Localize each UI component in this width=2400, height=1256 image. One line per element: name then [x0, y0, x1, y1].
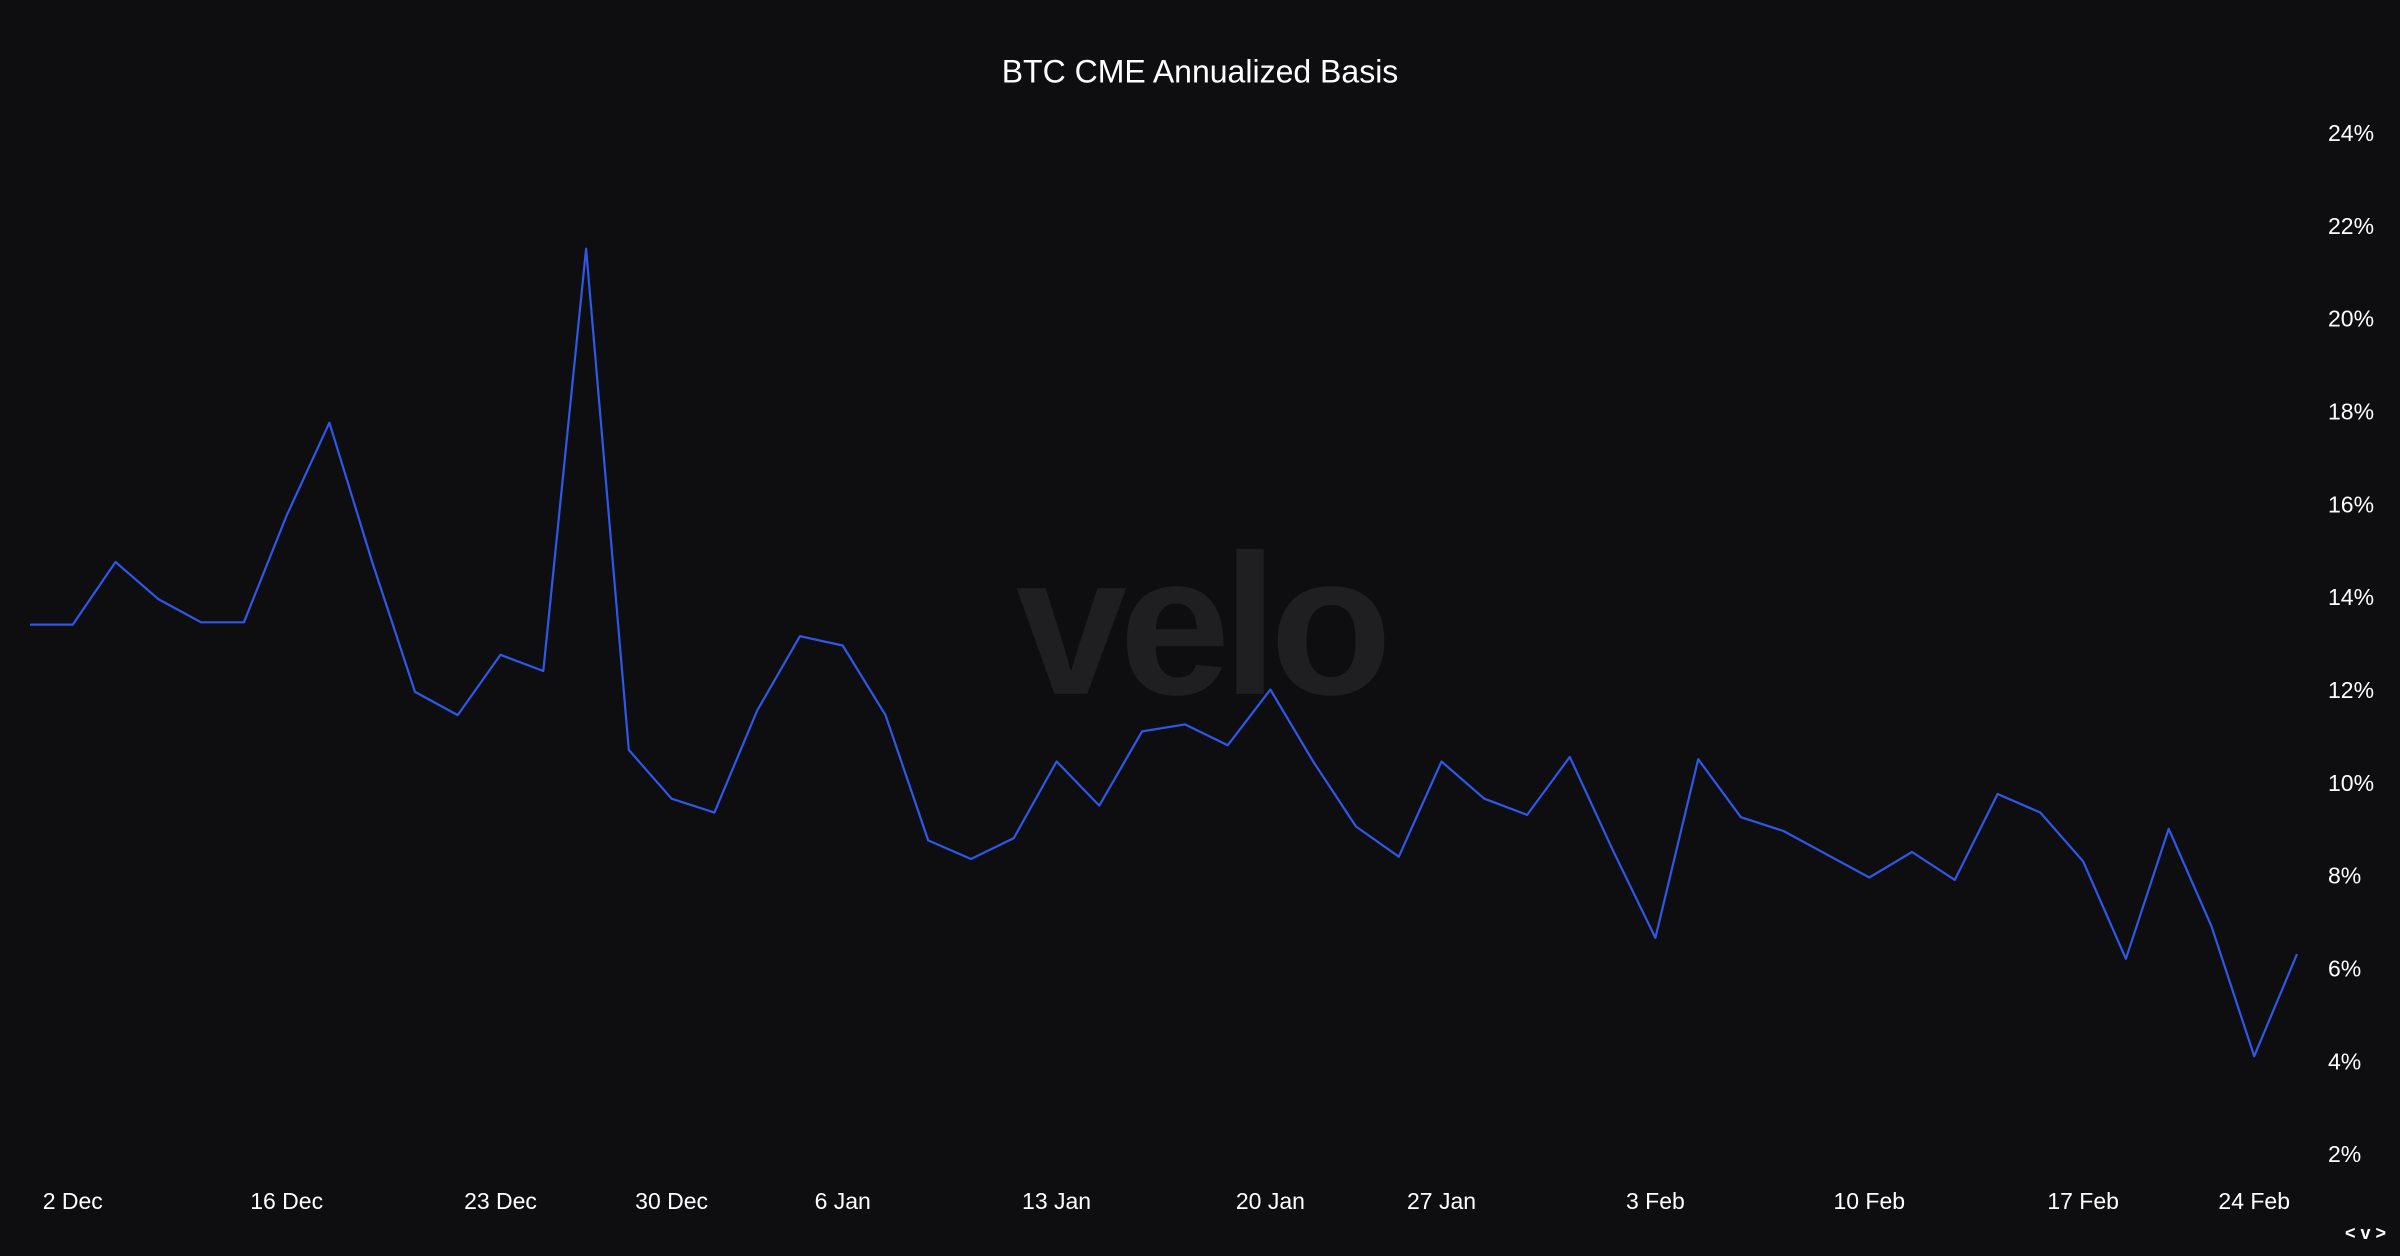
y-tick-label: 6% — [2328, 955, 2361, 981]
x-tick-label: 17 Feb — [2047, 1188, 2119, 1214]
chart-title: BTC CME Annualized Basis — [1002, 53, 1399, 89]
y-tick-label: 16% — [2328, 491, 2374, 517]
y-tick-label: 22% — [2328, 213, 2374, 239]
nav-control[interactable]: < v > — [2345, 1223, 2386, 1243]
y-tick-label: 14% — [2328, 584, 2374, 610]
x-tick-label: 23 Dec — [464, 1188, 537, 1214]
y-tick-label: 18% — [2328, 399, 2374, 425]
y-tick-label: 20% — [2328, 306, 2374, 332]
x-tick-label: 27 Jan — [1407, 1188, 1476, 1214]
watermark: velo — [1016, 514, 1385, 737]
y-tick-label: 2% — [2328, 1141, 2361, 1167]
y-tick-label: 12% — [2328, 677, 2374, 703]
x-tick-label: 30 Dec — [635, 1188, 708, 1214]
y-tick-label: 8% — [2328, 863, 2361, 889]
x-tick-label: 16 Dec — [250, 1188, 323, 1214]
x-tick-label: 13 Jan — [1022, 1188, 1091, 1214]
x-tick-label: 20 Jan — [1236, 1188, 1305, 1214]
data-line — [30, 247, 2299, 1058]
y-tick-label: 24% — [2328, 120, 2374, 146]
x-tick-label: 6 Jan — [815, 1188, 871, 1214]
y-tick-label: 4% — [2328, 1048, 2361, 1074]
x-tick-label: 3 Feb — [1626, 1188, 1685, 1214]
x-tick-label: 10 Feb — [1833, 1188, 1905, 1214]
y-tick-label: 10% — [2328, 770, 2374, 796]
x-tick-label: 2 Dec — [43, 1188, 103, 1214]
x-tick-label: 24 Feb — [2218, 1188, 2290, 1214]
